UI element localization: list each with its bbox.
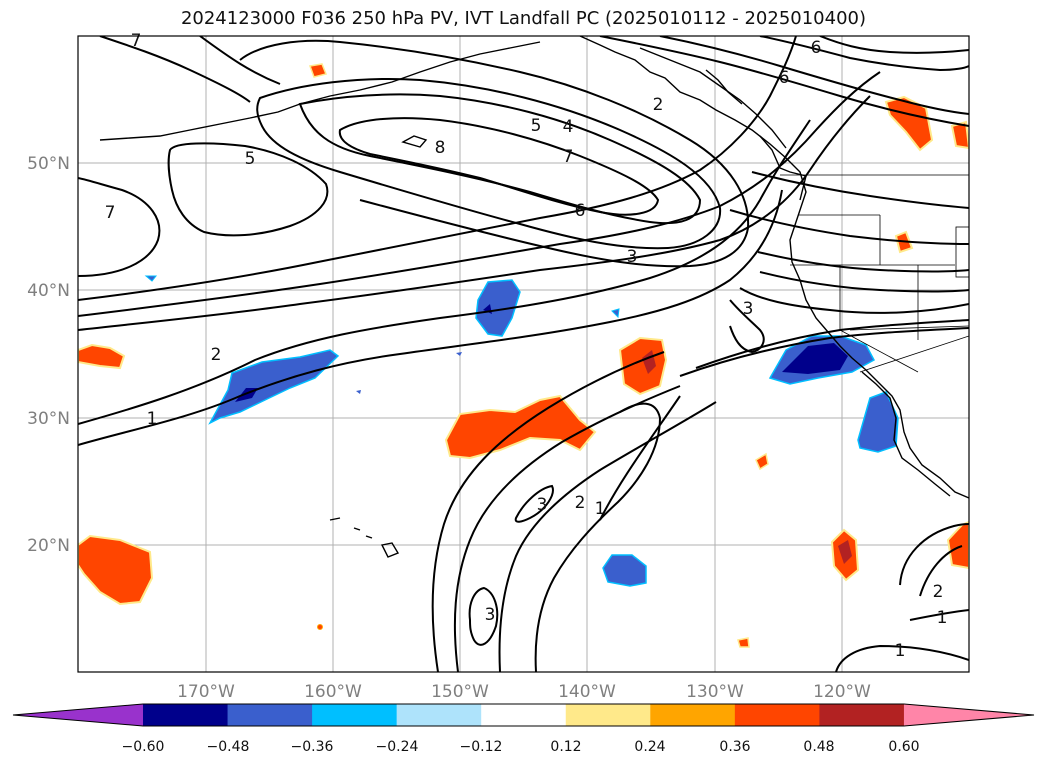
lon-tick-label: 170°W (177, 682, 235, 702)
colorbar-tick-label: −0.36 (291, 739, 334, 755)
contour-label: 2 (575, 493, 586, 513)
colorbar-segment (819, 704, 905, 726)
contour-label: 1 (937, 608, 948, 628)
lat-tick-labels: 50°N 40°N 30°N 20°N (27, 154, 70, 556)
pv-shading (78, 63, 969, 648)
contour-label: 5 (245, 149, 256, 169)
contour-label: 4 (563, 117, 574, 137)
contour-label: 6 (779, 68, 790, 88)
contours (78, 36, 969, 672)
contour-label: 2 (211, 345, 222, 365)
colorbar-tick-label: 0.60 (888, 739, 919, 755)
contour-label: 3 (627, 247, 638, 267)
colorbar-tick-label: −0.48 (207, 739, 250, 755)
lat-tick-label: 40°N (27, 281, 70, 301)
contour-label: 3 (485, 605, 496, 625)
contour-label: 7 (563, 147, 574, 167)
colorbar-extend-min (13, 704, 143, 726)
lon-tick-label: 130°W (686, 682, 744, 702)
lon-tick-labels: 170°W 160°W 150°W 140°W 130°W 120°W (177, 682, 871, 702)
contour-label: 1 (895, 641, 906, 661)
colorbar-segment (396, 704, 482, 726)
colorbar-tick-label: 0.12 (550, 739, 581, 755)
contour-label: 6 (575, 201, 586, 221)
contour-label: 2 (653, 95, 664, 115)
lat-tick-label: 50°N (27, 154, 70, 174)
contour-label: 6 (811, 38, 822, 58)
colorbar-ticks: −0.60 −0.48 −0.36 −0.24 −0.12 0.12 0.24 … (122, 739, 920, 755)
pv-negative-anomalies (144, 275, 899, 587)
colorbar-segment (565, 704, 651, 726)
contour-label: 1 (147, 409, 158, 429)
contour-label: 3 (537, 495, 548, 515)
colorbar-tick-label: −0.12 (460, 739, 503, 755)
colorbar-outline (12, 703, 1035, 727)
lat-tick-label: 30°N (27, 409, 70, 429)
colorbar (12, 703, 1035, 727)
contour-labels: 7 6 6 2 5 4 7 8 5 7 6 3 3 2 1 3 2 1 3 2 … (105, 31, 948, 661)
contour-label: 8 (435, 138, 446, 158)
colorbar-extend-max (903, 704, 1034, 726)
colorbar-tick-label: −0.24 (376, 739, 419, 755)
colorbar-segment (650, 704, 736, 726)
lon-tick-label: 160°W (304, 682, 362, 702)
contour-label: 5 (531, 116, 542, 136)
contour-label: 1 (595, 499, 606, 519)
lon-tick-label: 140°W (558, 682, 616, 702)
plot-frame (77, 35, 970, 673)
lon-tick-label: 120°W (813, 682, 871, 702)
contour-label: 3 (743, 299, 754, 319)
colorbar-tick-label: −0.60 (122, 739, 165, 755)
lon-tick-label: 150°W (431, 682, 489, 702)
contour-label: 7 (131, 31, 142, 51)
colorbar-tick-label: 0.48 (803, 739, 834, 755)
colorbar-segment (143, 704, 229, 726)
coastlines (99, 36, 969, 558)
map-title: 2024123000 F036 250 hPa PV, IVT Landfall… (180, 8, 867, 29)
colorbar-segment (227, 704, 313, 726)
colorbar-segment (734, 704, 820, 726)
colorbar-tick-label: 0.36 (719, 739, 750, 755)
colorbar-tick-label: 0.24 (634, 739, 665, 755)
contour-label: 7 (105, 203, 116, 223)
lat-tick-label: 20°N (27, 536, 70, 556)
contour-label: 2 (933, 582, 944, 602)
colorbar-segment (312, 704, 398, 726)
colorbar-segment (481, 704, 567, 726)
